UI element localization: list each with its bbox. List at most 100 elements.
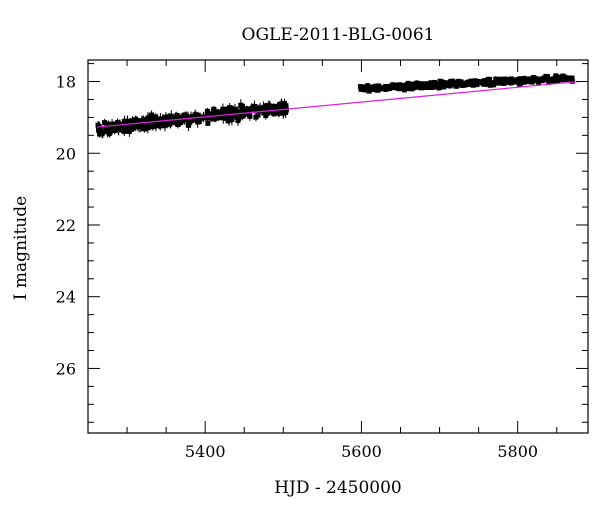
data-point	[217, 113, 223, 119]
data-point	[279, 102, 285, 108]
data-point	[366, 84, 372, 90]
data-point	[205, 120, 211, 126]
y-tick-label: 26	[56, 359, 76, 378]
data-point	[521, 79, 527, 85]
data-point	[104, 126, 110, 132]
data-point	[113, 124, 119, 130]
data-point	[155, 118, 161, 124]
data-point	[394, 82, 400, 88]
data-point	[165, 115, 171, 121]
data-point	[386, 85, 392, 91]
data-point	[281, 101, 287, 107]
data-point	[370, 84, 376, 90]
data-point	[146, 118, 152, 124]
data-point	[125, 118, 131, 124]
data-point	[553, 73, 559, 79]
data-point	[122, 119, 128, 125]
data-point	[427, 84, 433, 90]
y-axis-label: I magnitude	[11, 196, 31, 300]
data-point	[439, 84, 445, 90]
data-point	[178, 120, 184, 126]
data-point	[366, 88, 372, 94]
data-point	[252, 103, 258, 109]
data-point	[123, 125, 129, 131]
data-point	[276, 102, 282, 108]
data-point	[139, 118, 145, 124]
data-point	[254, 105, 260, 111]
chart-title: OGLE-2011-BLG-0061	[242, 25, 435, 45]
data-point	[276, 108, 282, 114]
data-point	[196, 119, 202, 125]
data-point	[213, 109, 219, 115]
data-point	[224, 111, 230, 117]
data-point	[266, 102, 272, 108]
data-point	[501, 79, 507, 85]
data-point	[239, 113, 245, 119]
x-axis-label: HJD - 2450000	[274, 478, 402, 498]
data-point	[417, 81, 423, 87]
axes-frame	[87, 59, 589, 434]
data-point	[410, 84, 416, 90]
axis-ticks	[88, 60, 588, 433]
data-point	[175, 121, 181, 127]
data-point	[100, 129, 106, 135]
data-point	[362, 87, 368, 93]
data-point	[95, 122, 101, 128]
data-point	[562, 74, 568, 80]
data-point	[517, 81, 523, 87]
data-point	[211, 106, 217, 112]
data-point	[145, 125, 151, 131]
data-point	[533, 76, 539, 82]
data-point	[156, 122, 162, 128]
data-point	[535, 77, 541, 83]
data-point	[381, 85, 387, 91]
data-point	[433, 84, 439, 90]
data-point	[463, 81, 469, 87]
data-point	[271, 111, 277, 117]
data-point	[121, 128, 127, 134]
data-point	[117, 121, 123, 127]
data-point	[130, 118, 136, 124]
data-point	[133, 123, 139, 129]
data-point	[530, 77, 536, 83]
data-point	[546, 77, 552, 83]
data-point	[544, 74, 550, 80]
data-point	[129, 125, 135, 131]
data-point	[232, 112, 238, 118]
data-point	[116, 127, 122, 133]
data-point	[209, 115, 215, 121]
data-point	[496, 80, 502, 86]
data-point	[569, 78, 575, 84]
model-curve	[97, 80, 579, 128]
data-point	[481, 78, 487, 84]
data-point	[468, 80, 474, 86]
data-point	[484, 79, 490, 85]
data-point	[174, 113, 180, 119]
data-point	[167, 121, 173, 127]
data-point	[455, 81, 461, 87]
data-point	[421, 82, 427, 88]
data-point	[485, 76, 491, 82]
data-point	[162, 123, 168, 129]
x-tick-label: 5600	[341, 442, 382, 461]
data-point	[262, 103, 268, 109]
data-point	[204, 111, 210, 117]
data-point	[493, 80, 499, 86]
data-point	[203, 115, 209, 121]
x-tick-label: 5800	[497, 442, 538, 461]
data-point	[228, 105, 234, 111]
data-point	[493, 76, 499, 82]
data-point	[222, 114, 228, 120]
data-point	[168, 114, 174, 120]
data-point	[569, 75, 575, 81]
data-point	[397, 84, 403, 90]
data-point	[140, 122, 146, 128]
data-point	[106, 130, 112, 136]
data-point	[449, 79, 455, 85]
y-tick-label: 22	[56, 216, 76, 235]
data-point	[514, 78, 520, 84]
axis-tick-labels: 5400 5600 5800 18 20 22 24 26	[56, 73, 538, 461]
data-point	[229, 117, 235, 123]
data-point	[232, 106, 238, 112]
